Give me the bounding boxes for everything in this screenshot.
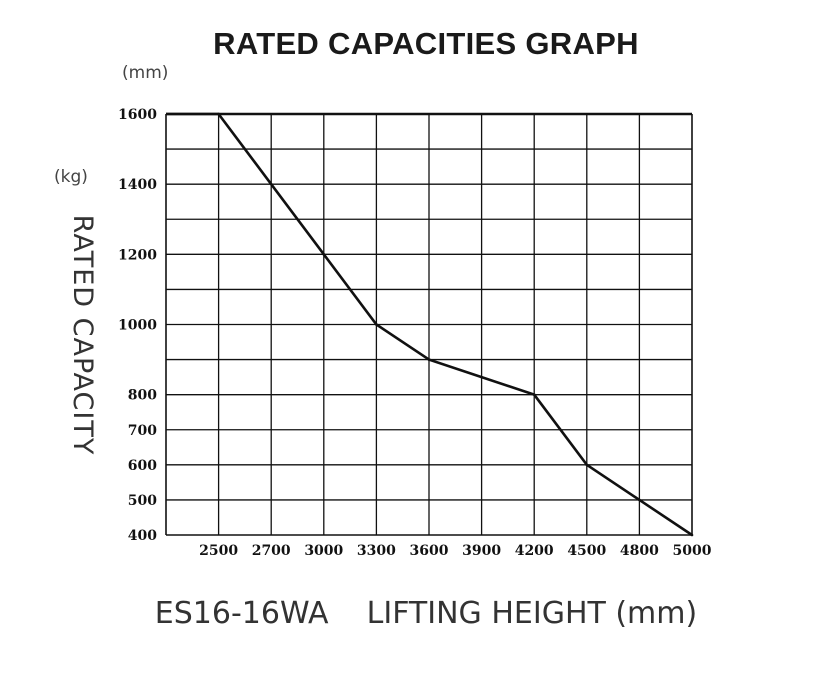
x-tick-label: 3900 <box>462 543 501 559</box>
y-tick-label: 1600 <box>118 107 157 123</box>
data-point <box>690 533 694 537</box>
x-tick-label: 4800 <box>620 543 659 559</box>
y-tick-label: 400 <box>128 528 157 544</box>
y-unit-label: (kg) <box>54 167 88 187</box>
x-tick-label: 3000 <box>304 543 343 559</box>
data-point <box>322 253 326 256</box>
x-tick-label: 2500 <box>199 543 238 559</box>
x-tick-label: 4200 <box>515 543 554 559</box>
x-tick-label: 3600 <box>410 543 449 559</box>
x-tick-label: 2700 <box>252 543 291 559</box>
y-tick-label: 800 <box>128 388 157 404</box>
y-tick-label: 1000 <box>118 318 157 334</box>
x-tick-label: 3300 <box>357 543 396 559</box>
y-tick-label: 1200 <box>118 247 157 263</box>
chart-title: RATED CAPACITIES GRAPH <box>213 26 639 61</box>
y-tick-label: 1400 <box>118 177 157 193</box>
data-point <box>375 323 378 326</box>
y-tick-label: 700 <box>128 423 157 439</box>
x-unit-label: (mm) <box>122 63 169 83</box>
y-tick-label: 500 <box>128 493 157 509</box>
x-tick-label: 4500 <box>567 543 606 559</box>
y-tick-label: 600 <box>128 458 157 474</box>
data-point <box>638 498 641 502</box>
data-point <box>269 182 273 186</box>
x-tick-label: 5000 <box>673 543 712 559</box>
data-point <box>217 112 220 116</box>
data-point <box>427 358 431 361</box>
data-point <box>480 375 483 379</box>
data-point <box>532 393 536 396</box>
data-point <box>585 463 589 467</box>
x-axis-label: ES16-16WA LIFTING HEIGHT (mm) <box>154 596 698 631</box>
